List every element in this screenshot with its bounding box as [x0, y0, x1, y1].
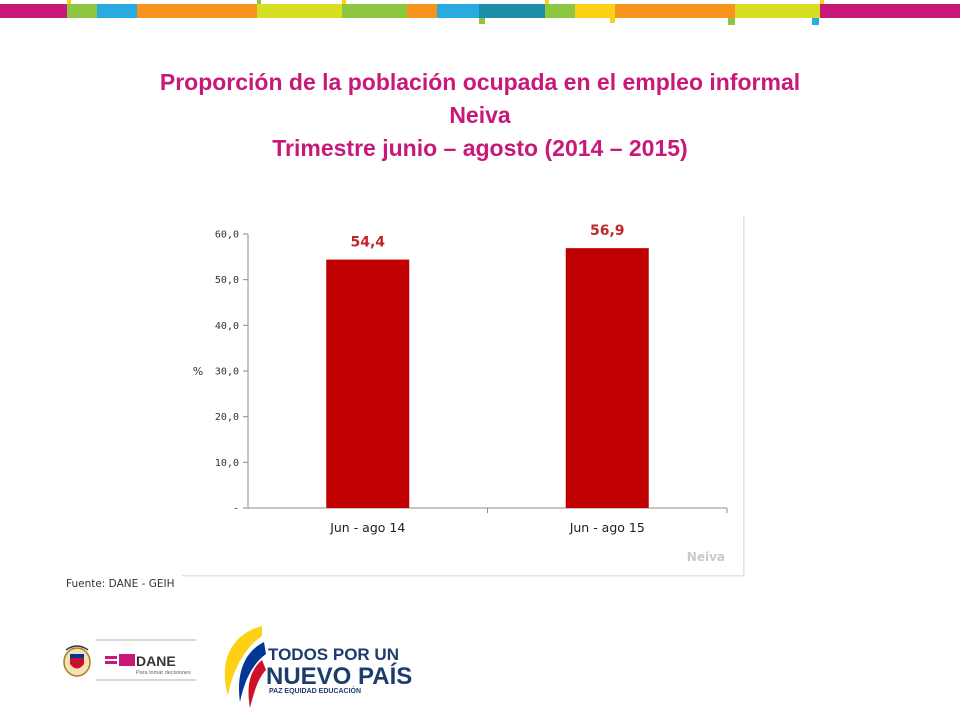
chart-watermark: Neiva — [687, 550, 725, 564]
x-category-label: Jun - ago 15 — [569, 520, 645, 535]
y-tick-label: 20,0 — [215, 412, 239, 423]
y-tick-label: - — [233, 504, 239, 515]
colombia-flag-swoosh-icon — [224, 626, 266, 708]
title-line-3: Trimestre junio – agosto (2014 – 2015) — [272, 135, 688, 161]
chart-title: Proporción de la población ocupada en el… — [0, 66, 960, 165]
x-category-label: Jun - ago 14 — [329, 520, 405, 535]
footer-logos: DANE Para tomar decisiones TODOS POR UN … — [63, 626, 412, 708]
top-color-stripe — [0, 0, 960, 25]
gov-slogan-line-1: TODOS POR UN — [268, 645, 399, 664]
data-label: 54,4 — [350, 235, 385, 251]
data-label: 56,9 — [590, 223, 625, 239]
dane-tagline: Para tomar decisiones — [136, 670, 191, 676]
chart-frame: - 10,0 20,0 30,0 40,0 50,0 60,0% 54,4 Jun - ago … — [182, 216, 744, 576]
bar-chart: - 10,0 20,0 30,0 40,0 50,0 60,0% 54,4 Jun - ago … — [193, 223, 728, 564]
source-note: Fuente: DANE - GEIH — [66, 578, 175, 590]
dane-logo-icon: DANE Para tomar decisiones — [105, 653, 191, 676]
y-axis-label: % — [193, 365, 203, 378]
title-line-1: Proporción de la población ocupada en el… — [159, 69, 801, 95]
coat-of-arms-icon — [63, 645, 91, 677]
bar — [565, 248, 649, 508]
dane-logo-text: DANE — [136, 653, 176, 669]
bar — [326, 259, 410, 508]
y-tick-label: 40,0 — [215, 321, 239, 332]
gov-slogan-line-3: PAZ EQUIDAD EDUCACIÓN — [269, 686, 361, 695]
y-tick-label: 10,0 — [215, 458, 239, 469]
title-line-2: Neiva — [449, 102, 511, 128]
y-tick-label: 30,0 — [215, 367, 239, 378]
y-tick-label: 60,0 — [215, 230, 239, 241]
gov-slogan-line-2: NUEVO PAÍS — [266, 662, 412, 690]
y-tick-label: 50,0 — [215, 275, 239, 286]
